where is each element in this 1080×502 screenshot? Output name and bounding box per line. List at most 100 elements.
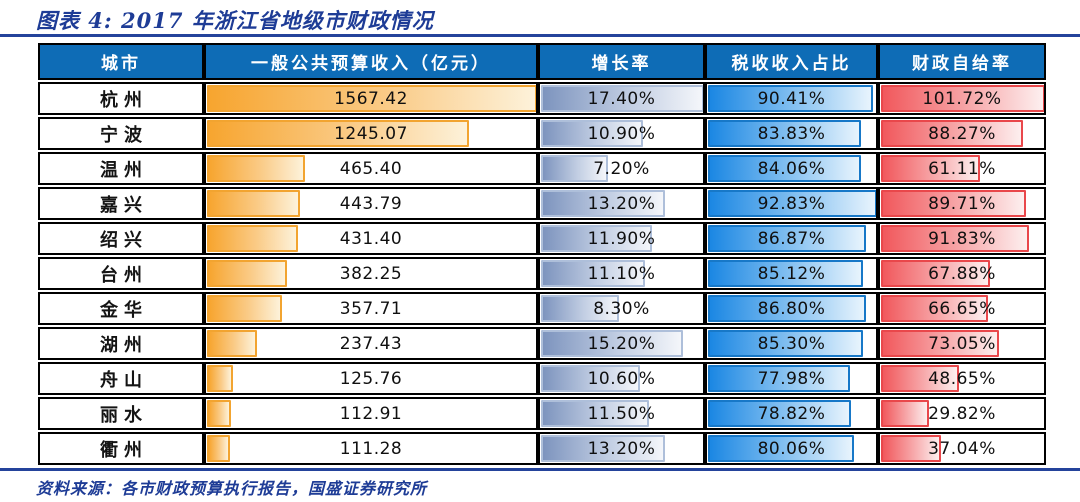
city-cell: 丽水 [38,397,204,430]
source-note: 资料来源：各市财政预算执行报告，国盛证券研究所 [36,479,428,498]
header-row: 城市 一般公共预算收入（亿元） 增长率 税收收入占比 财政自给率 [38,43,1046,80]
self-value: 61.11% [928,158,996,179]
revenue-data-bar [207,435,231,462]
tax-value: 83.83% [757,123,826,144]
tax-cell: 86.80% [705,292,878,325]
revenue-cell: 112.91 [204,397,538,430]
revenue-cell: 237.43 [204,327,538,360]
revenue-value: 357.71 [339,298,403,319]
city-cell: 杭州 [38,82,204,115]
revenue-data-bar [207,260,288,287]
growth-cell: 15.20% [538,327,705,360]
city-cell: 金华 [38,292,204,325]
revenue-cell: 111.28 [204,432,538,465]
self-value: 66.65% [928,298,996,319]
revenue-value: 465.40 [339,158,403,179]
self-cell: 61.11% [878,152,1046,185]
city-label: 台州 [100,264,148,286]
growth-data-bar [541,85,703,112]
growth-data-bar [541,190,665,217]
growth-data-bar [541,435,665,462]
revenue-data-bar [207,330,257,357]
city-cell: 嘉兴 [38,187,204,220]
self-data-bar [881,365,960,392]
tax-value: 84.06% [757,158,826,179]
tax-value: 85.12% [757,263,826,284]
tax-value: 86.87% [757,228,826,249]
self-data-bar [881,120,1024,147]
revenue-data-bar [207,295,283,322]
growth-data-bar [541,225,653,252]
self-data-bar [881,295,989,322]
footer-divider-line [0,468,1080,471]
tax-cell: 83.83% [705,117,878,150]
table-row: 温州 465.40 7.20% 84.06% 61.11% [38,152,1046,185]
city-cell: 舟山 [38,362,204,395]
tax-data-bar [708,85,873,112]
city-label: 金华 [100,299,148,321]
revenue-data-bar [207,190,301,217]
tax-cell: 80.06% [705,432,878,465]
self-value: 73.05% [928,333,996,354]
revenue-value: 112.91 [339,403,403,424]
growth-cell: 13.20% [538,187,705,220]
revenue-value: 111.28 [339,438,403,459]
tax-data-bar [708,295,866,322]
tax-cell: 85.30% [705,327,878,360]
growth-value: 8.30% [593,298,650,319]
tax-data-bar [708,225,867,252]
fiscal-table: 城市 一般公共预算收入（亿元） 增长率 税收收入占比 财政自给率 杭州 1567… [38,41,1046,467]
self-data-bar [881,435,941,462]
tax-data-bar [708,190,876,217]
self-cell: 89.71% [878,187,1046,220]
city-label: 绍兴 [100,229,148,251]
city-cell: 温州 [38,152,204,185]
growth-cell: 11.10% [538,257,705,290]
self-data-bar [881,85,1044,112]
self-value: 67.88% [928,263,996,284]
growth-value: 17.40% [587,88,656,109]
growth-value: 10.60% [587,368,656,389]
table-header: 城市 一般公共预算收入（亿元） 增长率 税收收入占比 财政自给率 [38,43,1046,80]
self-cell: 29.82% [878,397,1046,430]
growth-cell: 10.60% [538,362,705,395]
tax-data-bar [708,435,854,462]
growth-value: 13.20% [587,438,656,459]
revenue-cell: 357.71 [204,292,538,325]
growth-data-bar [541,295,619,322]
figure-title: 图表 4: 2017 年浙江省地级市财政情况 [36,8,434,33]
tax-value: 78.82% [757,403,826,424]
revenue-cell: 1245.07 [204,117,538,150]
city-label: 湖州 [100,334,148,356]
tax-cell: 84.06% [705,152,878,185]
tax-data-bar [708,400,852,427]
table-row: 宁波 1245.07 10.90% 83.83% 88.27% [38,117,1046,150]
revenue-cell: 431.40 [204,222,538,255]
self-cell: 73.05% [878,327,1046,360]
self-value: 89.71% [928,193,996,214]
tax-cell: 85.12% [705,257,878,290]
table-row: 衢州 111.28 13.20% 80.06% 37.04% [38,432,1046,465]
city-label: 丽水 [100,404,148,426]
growth-value: 11.10% [587,263,656,284]
self-cell: 66.65% [878,292,1046,325]
tax-cell: 90.41% [705,82,878,115]
revenue-cell: 443.79 [204,187,538,220]
self-data-bar [881,225,1030,252]
header-tax: 税收收入占比 [705,43,878,80]
fiscal-table-wrap: 城市 一般公共预算收入（亿元） 增长率 税收收入占比 财政自给率 杭州 1567… [38,41,1046,467]
self-value: 29.82% [928,403,996,424]
tax-cell: 92.83% [705,187,878,220]
growth-value: 11.50% [587,403,656,424]
tax-cell: 86.87% [705,222,878,255]
growth-data-bar [541,260,645,287]
tax-cell: 78.82% [705,397,878,430]
revenue-value: 1245.07 [334,123,408,144]
revenue-value: 237.43 [339,333,403,354]
table-row: 金华 357.71 8.30% 86.80% 66.65% [38,292,1046,325]
revenue-cell: 125.76 [204,362,538,395]
tax-data-bar [708,120,861,147]
table-row: 舟山 125.76 10.60% 77.98% 48.65% [38,362,1046,395]
growth-cell: 8.30% [538,292,705,325]
